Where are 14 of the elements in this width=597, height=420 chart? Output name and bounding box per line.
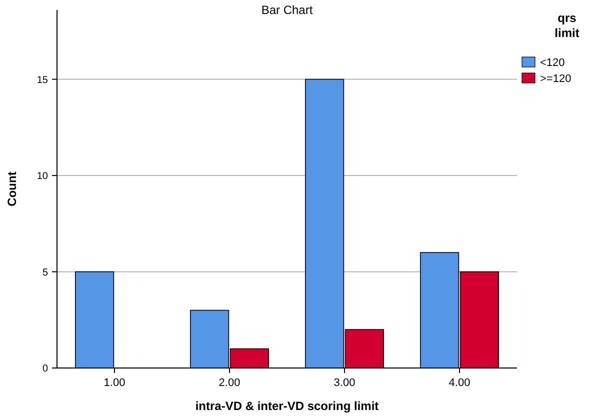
- x-tick-label: 4.00: [448, 377, 470, 389]
- y-tick-label: 5: [42, 267, 48, 278]
- x-tick-label: 3.00: [334, 377, 356, 389]
- y-axis-title: Count: [5, 172, 19, 206]
- y-tick-label: 10: [36, 171, 48, 182]
- x-axis-title: intra-VD & inter-VD scoring limit: [195, 399, 379, 413]
- x-tick-label: 1.00: [104, 377, 126, 389]
- legend-title: qrs limit: [554, 11, 580, 40]
- x-tick-label: 2.00: [218, 377, 240, 389]
- chart-title: Bar Chart: [261, 3, 314, 17]
- legend-label: <120: [540, 56, 565, 69]
- y-tick-label: 15: [36, 74, 48, 86]
- y-tick-label: 0: [42, 364, 48, 374]
- legend-label: >=120: [540, 72, 572, 85]
